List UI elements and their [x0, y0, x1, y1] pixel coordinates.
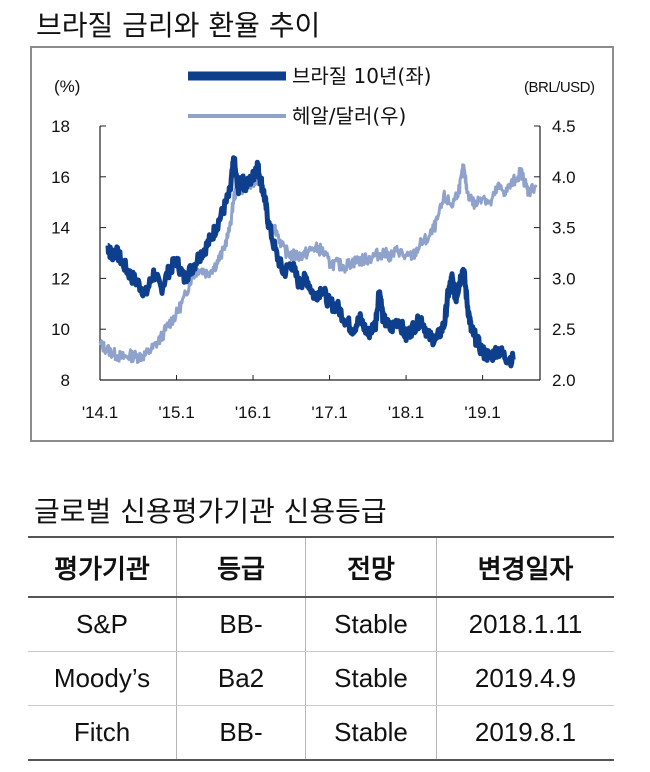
table-cell: S&P — [28, 597, 177, 652]
table-header-row: 평가기관 등급 전망 변경일자 — [28, 536, 614, 598]
chart-frame: 18 16 14 12 10 8 4.5 4.0 3.5 3.0 2.5 2.0 '14.1 '15.1 '… — [30, 46, 614, 442]
table-cell: 2019.8.1 — [436, 705, 614, 761]
x-tick-label: '18.1 — [388, 403, 424, 422]
left-axis-unit: (%) — [54, 77, 80, 96]
table-cell: 2018.1.11 — [436, 597, 614, 652]
left-tick-label: 8 — [61, 371, 70, 390]
table-cell: BB- — [176, 597, 306, 652]
left-tick-label: 10 — [51, 320, 70, 339]
table-row: S&P BB- Stable 2018.1.11 — [28, 597, 614, 652]
table-row: Moody’s Ba2 Stable 2019.4.9 — [28, 651, 614, 706]
table-row: Fitch BB- Stable 2019.8.1 — [28, 705, 614, 761]
table-cell: Ba2 — [176, 651, 306, 706]
column-header: 변경일자 — [436, 536, 614, 598]
right-tick-label: 4.0 — [552, 168, 576, 187]
chart-title: 브라질 금리와 환율 추이 — [36, 9, 321, 42]
right-tick-label: 3.5 — [552, 219, 576, 238]
table-cell: BB- — [176, 705, 306, 761]
table-title: 글로벌 신용평가기관 신용등급 — [34, 495, 387, 528]
legend-label-brl-usd: 헤알/달러(우) — [292, 104, 406, 128]
credit-rating-table: 평가기관 등급 전망 변경일자 S&P BB- Stable 2018.1.11… — [28, 536, 614, 761]
right-tick-label: 3.0 — [552, 269, 576, 288]
table-cell: Stable — [305, 705, 437, 761]
table-cell: 2019.4.9 — [436, 651, 614, 706]
x-tick-label: '17.1 — [311, 403, 347, 422]
table-cell: Stable — [305, 651, 437, 706]
table-cell: Fitch — [28, 705, 177, 761]
series-line-brl-usd — [98, 163, 538, 364]
column-header: 등급 — [176, 536, 306, 598]
table-cell: Stable — [305, 597, 437, 652]
right-axis-unit: (BRL/USD) — [524, 79, 595, 96]
series-line-brazil-10y — [105, 155, 516, 369]
table-cell: Moody’s — [28, 651, 177, 706]
right-tick-label: 4.5 — [552, 117, 576, 136]
left-tick-label: 14 — [51, 219, 70, 238]
right-tick-label: 2.0 — [552, 371, 576, 390]
legend-label-brazil-10y: 브라질 10년(좌) — [292, 64, 431, 88]
column-header: 전망 — [305, 536, 437, 598]
x-tick-label: '15.1 — [158, 403, 194, 422]
left-tick-label: 18 — [51, 117, 70, 136]
x-tick-label: '14.1 — [82, 403, 118, 422]
x-tick-label: '16.1 — [235, 403, 271, 422]
column-header: 평가기관 — [28, 536, 177, 598]
right-tick-label: 2.5 — [552, 320, 576, 339]
left-tick-label: 12 — [51, 269, 70, 288]
x-tick-label: '19.1 — [464, 403, 500, 422]
left-tick-label: 16 — [51, 168, 70, 187]
line-chart: 18 16 14 12 10 8 4.5 4.0 3.5 3.0 2.5 2.0 '14.1 '15.1 '… — [51, 64, 595, 422]
